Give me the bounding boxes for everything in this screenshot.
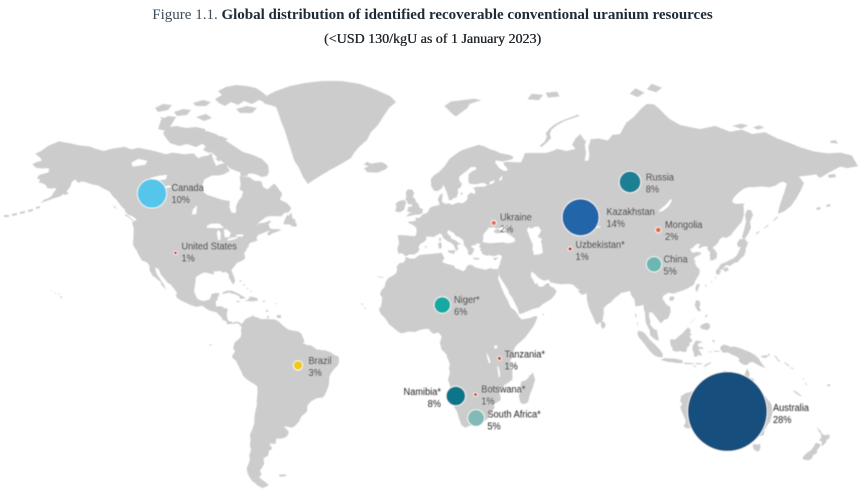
svg-text:Niger*6%: Niger* 6% — [454, 295, 480, 319]
svg-text:Uzbekistan*1%: Uzbekistan* 1% — [576, 240, 625, 264]
svg-text:South Africa*5%: South Africa* 5% — [487, 409, 540, 433]
svg-text:Namibia*8%: Namibia* 8% — [404, 387, 442, 411]
svg-text:Tanzania*1%: Tanzania* 1% — [505, 349, 546, 373]
svg-text:Botswana*1%: Botswana* 1% — [481, 384, 525, 408]
